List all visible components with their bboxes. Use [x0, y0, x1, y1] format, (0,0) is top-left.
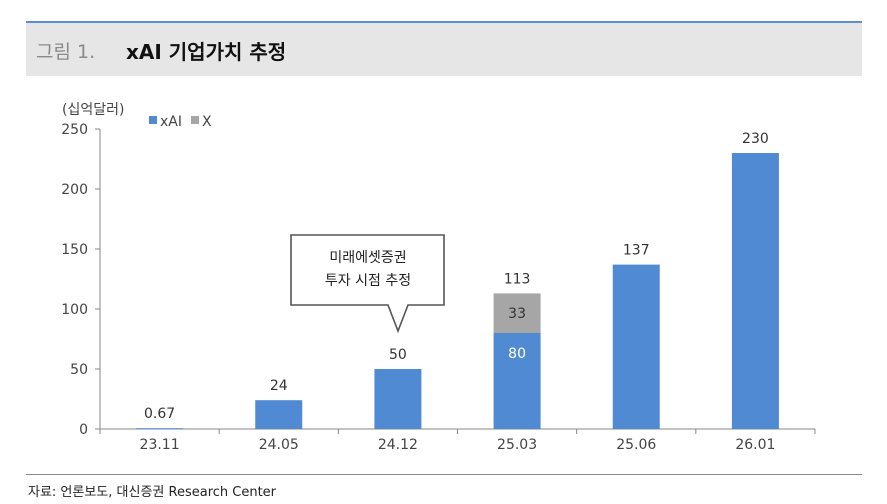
legend-swatch-x	[191, 116, 199, 124]
bar-chart: 0 50 100 150 200 250 23.11 24.05 24.12 25.03 25.06…	[61, 102, 816, 453]
x-tick-label: 23.11	[140, 437, 180, 453]
y-tick-label: 200	[61, 182, 88, 198]
x-tick-label: 25.06	[616, 437, 656, 453]
x-tick-label: 24.05	[259, 437, 299, 453]
legend-swatch-xai	[149, 116, 157, 124]
footer-rule	[26, 474, 862, 475]
bar-xai	[136, 428, 184, 430]
chart-data-labels: 0.67 24 50 113 80 33 137 230	[144, 131, 769, 422]
bar-segment-label: 80	[508, 346, 526, 362]
x-tick-label: 25.03	[497, 437, 537, 453]
bar-total-label: 137	[623, 243, 650, 259]
y-axis-title: (십억달러)	[62, 102, 124, 118]
figure-number: 그림 1.	[36, 41, 96, 63]
bar-xai	[374, 369, 422, 429]
bar-total-label: 24	[270, 378, 288, 394]
chart-axes: 0 50 100 150 200 250 23.11 24.05 24.12 25.03 25.06…	[61, 102, 816, 453]
callout-line-1: 미래에셋증권	[329, 250, 406, 266]
callout-box: 미래에셋증권 투자 시점 추정	[290, 234, 445, 334]
x-tick-label: 26.01	[735, 437, 775, 453]
bar-xai	[493, 333, 541, 429]
source-note: 자료: 언론보도, 대신증권 Research Center	[28, 485, 277, 500]
y-tick-label: 0	[79, 422, 88, 438]
bar-total-label: 230	[742, 131, 769, 147]
y-tick-label: 50	[70, 362, 88, 378]
bar-total-label: 113	[504, 271, 531, 287]
x-tick-label: 24.12	[378, 437, 418, 453]
header-top-rule	[26, 21, 862, 23]
bar-x	[493, 293, 541, 333]
figure-title: xAI 기업가치 추정	[126, 40, 287, 64]
bar-xai	[255, 400, 303, 429]
callout-line-2: 투자 시점 추정	[325, 273, 411, 289]
bar-segment-label: 33	[508, 306, 526, 322]
callout-shape	[290, 234, 445, 334]
chart-bars	[136, 153, 779, 430]
y-tick-label: 250	[61, 122, 88, 138]
figure-header: 그림 1. xAI 기업가치 추정	[26, 23, 862, 76]
chart-legend: xAI X	[149, 114, 212, 130]
y-tick-label: 100	[61, 302, 88, 318]
bar-total-label: 0.67	[144, 406, 175, 422]
legend-label-x: X	[202, 114, 212, 130]
legend-label-xai: xAI	[160, 114, 182, 130]
bar-xai	[612, 264, 660, 429]
bar-total-label: 50	[389, 347, 407, 363]
bar-xai	[731, 153, 779, 429]
y-tick-label: 150	[61, 242, 88, 258]
